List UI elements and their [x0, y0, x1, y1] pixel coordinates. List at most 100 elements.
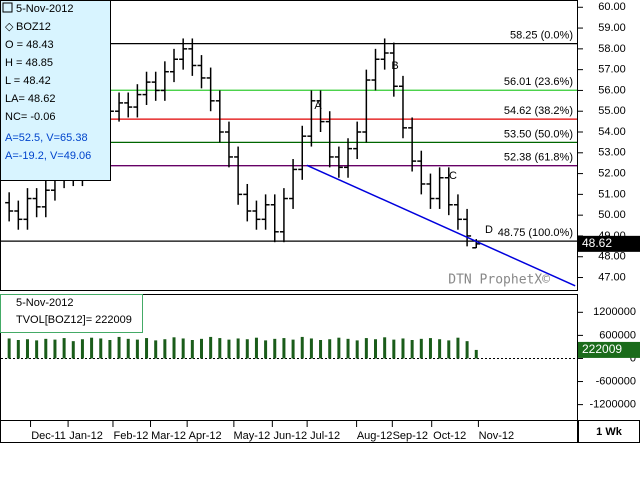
- volume-bar: [456, 337, 460, 359]
- volume-bar: [53, 339, 57, 359]
- volume-bar: [44, 338, 48, 359]
- trend-line: [306, 164, 576, 287]
- volume-bar: [245, 339, 249, 359]
- volume-bar: [71, 341, 75, 359]
- volume-bar: [25, 339, 29, 359]
- x-tick-label: Sep-12: [393, 430, 428, 442]
- volume-bar: [163, 339, 167, 359]
- volume-bar: [282, 338, 286, 359]
- ohlc-bar: [417, 150, 426, 195]
- y-tick-label: 60.00: [598, 1, 626, 13]
- cursor-line: A=-19.2, V=49.06: [5, 150, 91, 162]
- y-tick-label: 48.00: [598, 251, 626, 263]
- ohlc-bar: [334, 146, 343, 178]
- ohlc-bar: [41, 179, 50, 218]
- volume-bar: [7, 338, 11, 359]
- volume-bar: [447, 340, 451, 359]
- volume-bar: [319, 340, 323, 359]
- volume-info-box: [0, 294, 143, 333]
- x-tick-label: Jan-12: [69, 430, 103, 442]
- volume-bar: [99, 338, 103, 359]
- volume-bar: [364, 338, 368, 359]
- ohlc-bar: [252, 200, 261, 230]
- level-label: 53.50 (50.0%): [504, 128, 573, 140]
- info-date: 5-Nov-2012: [16, 3, 73, 15]
- volume-bar: [117, 336, 121, 359]
- x-tick-label: Aug-12: [357, 430, 392, 442]
- ohlc-bar: [234, 146, 243, 205]
- ohlc-bar: [206, 67, 215, 112]
- y-tick-label: 50.00: [598, 209, 626, 221]
- ohlc-bar: [32, 188, 41, 218]
- x-tick-label: Oct-12: [433, 430, 466, 442]
- volume-date: 5-Nov-2012: [16, 297, 73, 309]
- y-tick-label: 59.00: [598, 22, 626, 34]
- last-price-tag: [578, 235, 640, 252]
- ohlc-bar: [179, 38, 188, 70]
- ohlc-bar: [289, 159, 298, 209]
- volume-bar: [154, 340, 158, 359]
- ohlc-bar: [389, 42, 398, 97]
- y-tick-label: 52.00: [598, 167, 626, 179]
- level-label: 48.75 (100.0%): [498, 227, 573, 239]
- volume-bar: [273, 338, 277, 359]
- volume-bar: [392, 339, 396, 359]
- level-label: 54.62 (38.2%): [504, 105, 573, 117]
- y-tick-label: 58.00: [598, 43, 626, 55]
- y-tick-label: 55.00: [598, 105, 626, 117]
- volume-bar: [346, 338, 350, 359]
- date-axis: [0, 420, 578, 443]
- ohlc-bar: [408, 117, 417, 172]
- ohlc-bar: [444, 167, 453, 216]
- ohlc-bar: [353, 121, 362, 160]
- y-tick-label: 0: [630, 352, 636, 364]
- ohlc-bar: [279, 188, 288, 243]
- icon: ◇: [5, 21, 14, 33]
- ohlc-bar: [243, 183, 252, 222]
- ohlc-bar: [344, 138, 353, 178]
- ohlc-bar: [472, 239, 481, 249]
- volume-bar: [181, 338, 185, 359]
- volume-bar: [209, 336, 213, 359]
- ohlc-bar: [14, 200, 23, 230]
- volume-bar: [218, 338, 222, 359]
- y-tick-label: 51.00: [598, 188, 626, 200]
- volume-bar: [35, 340, 39, 359]
- volume-bar: [90, 337, 94, 359]
- info-line: L = 48.42: [5, 75, 51, 87]
- cursor-line: A=52.5, V=65.38: [5, 132, 88, 144]
- volume-bar: [264, 340, 268, 359]
- volume-bar: [145, 338, 149, 359]
- ohlc-bar: [197, 55, 206, 89]
- last-volume: 222009: [582, 342, 622, 356]
- level-label: 58.25 (0.0%): [510, 30, 573, 42]
- y-tick-label: 600000: [599, 329, 636, 341]
- ohlc-bar: [215, 90, 224, 143]
- ohlc-bar: [142, 71, 151, 105]
- x-tick-label: Mar-12: [151, 430, 186, 442]
- volume-bar: [383, 337, 387, 359]
- y-tick-label: 57.00: [598, 64, 626, 76]
- info-symbol: BOZ12: [16, 21, 51, 33]
- ohlc-bar: [151, 71, 160, 101]
- volume-bar: [474, 349, 478, 359]
- volume-bar: [401, 338, 405, 359]
- ohlc-bar: [453, 194, 462, 230]
- volume-bar: [199, 338, 203, 359]
- x-tick-label: Jul-12: [310, 430, 340, 442]
- ohlc-bar: [325, 111, 334, 168]
- ohlc-bar: [362, 69, 371, 143]
- ohlc-bar: [188, 38, 197, 76]
- volume-bar: [337, 337, 341, 359]
- volume-bar: [309, 338, 313, 359]
- ohlc-bar: [261, 194, 270, 230]
- info-line: O = 48.43: [5, 39, 54, 51]
- volume-bar: [16, 340, 20, 359]
- ohlc-bar: [298, 125, 307, 180]
- y-tick-label: 1200000: [593, 306, 636, 318]
- last-volume-tag: [578, 341, 640, 358]
- level-label: 52.38 (61.8%): [504, 152, 573, 164]
- info-box: [0, 0, 111, 181]
- ohlc-bar: [398, 75, 407, 139]
- y-tick-label: -1200000: [590, 399, 637, 411]
